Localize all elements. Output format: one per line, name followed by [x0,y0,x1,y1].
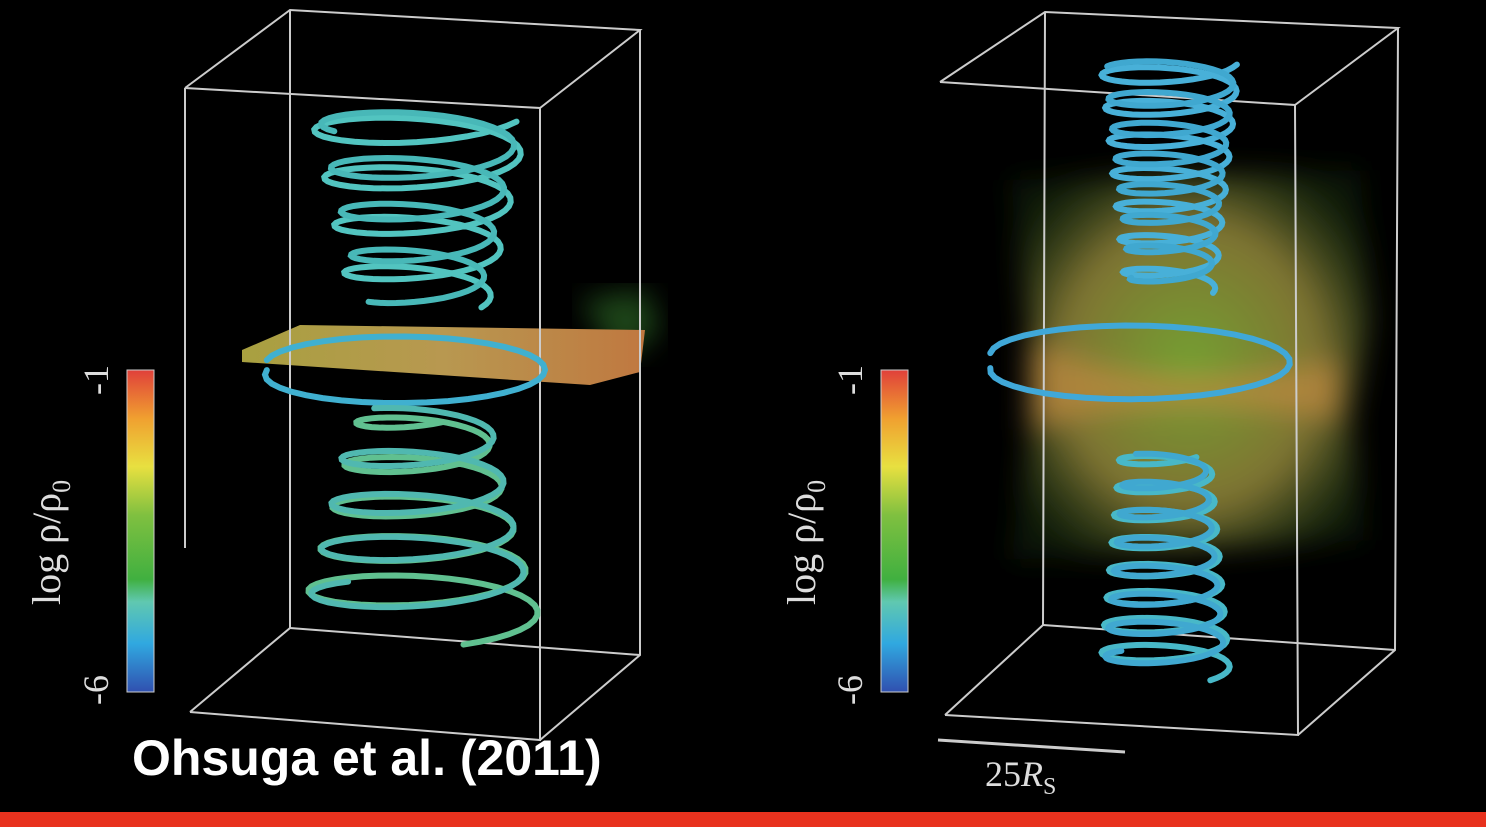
footer-stripe [0,812,1486,827]
caption: Ohsuga et al. (2011) [132,730,602,786]
colorbar-min: -6 [76,675,116,705]
figure: log ρ/ρ0 -1 -6 log ρ/ρ0 -1 -6 25RS Ohsug… [0,0,1486,827]
colorbar [127,370,154,692]
density-volume [1010,170,1370,560]
colorbar-min: -6 [830,675,870,705]
colorbar-max: -1 [76,365,116,395]
colorbar [881,370,908,692]
colorbar-label: log ρ/ρ0 [779,480,831,605]
colorbar-label: log ρ/ρ0 [24,480,76,605]
colorbar-max: -1 [830,365,870,395]
